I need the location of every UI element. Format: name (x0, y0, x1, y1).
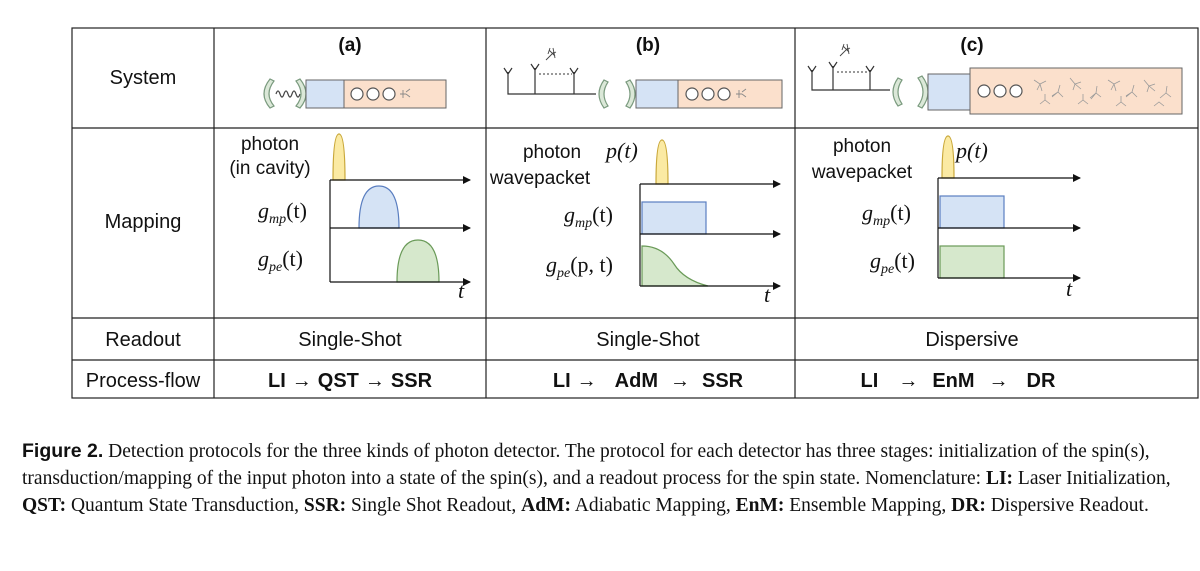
curve-label-in-cavity: (in cavity) (229, 158, 310, 179)
caption-text: Detection protocols for the three kinds … (22, 441, 1150, 489)
mapping-plot-a: photon (in cavity) gmp(t) gpe(t) t (229, 133, 471, 303)
curve-label-photon: photon (833, 136, 891, 157)
process-flow-c: LI → EnM → DR (861, 370, 1056, 392)
system-diagram-a (263, 78, 447, 109)
panel-label-b: (b) (636, 35, 660, 56)
spin-circle (1009, 84, 1023, 98)
gmp-pulse (939, 195, 1005, 229)
time-axis-label: t (458, 278, 465, 303)
time-axis-label: t (764, 282, 771, 307)
spin-circle (382, 87, 396, 101)
caption-term: SSR: (303, 495, 347, 516)
mirror-icon (917, 75, 929, 109)
mirror-icon (892, 77, 903, 107)
curve-label-gmp: gmp(t) (564, 202, 613, 231)
system-diagram-b (503, 47, 783, 109)
caption-term: EnM: (735, 495, 785, 516)
photon-pulse (332, 133, 346, 181)
caption-text: Ensemble Mapping, (784, 495, 952, 516)
curve-label-photon: photon (241, 134, 299, 155)
caption-text: Single Shot Readout, (346, 495, 522, 516)
row-header-system: System (110, 67, 177, 89)
spin-circle (366, 87, 380, 101)
caption-term: QST: (22, 495, 67, 516)
gpe-pulse (396, 239, 440, 283)
system-diagram-c (807, 43, 1183, 115)
antenna-network-icon (503, 63, 596, 95)
caption-text: Adiabatic Mapping, (570, 495, 736, 516)
spin-circle (685, 87, 699, 101)
mirror-icon (625, 79, 636, 109)
curve-label-pt: p(t) (954, 138, 988, 163)
spin-circle (701, 87, 715, 101)
row-header-process-flow: Process-flow (86, 370, 201, 392)
process-flow-b: LI → AdM → SSR (553, 370, 744, 392)
photon-pulse (941, 135, 955, 179)
table-grid (71, 27, 1199, 399)
panel-label-c: (c) (960, 35, 983, 56)
process-flow-a: LI → QST → SSR (268, 370, 433, 392)
photon-pulse (655, 139, 669, 185)
gmp-pulse (358, 185, 400, 229)
antenna-network-icon (807, 61, 890, 91)
cavity-block (635, 79, 679, 109)
curve-label-gmp: gmp(t) (258, 198, 307, 227)
caption-figure-label: Figure 2. (22, 440, 104, 462)
readout-c: Dispersive (925, 329, 1018, 351)
curve-label-gpe: gpe(p, t) (546, 252, 613, 281)
mirror-icon (263, 78, 275, 109)
spin-molecule-icon (736, 88, 747, 98)
mirror-icon (598, 79, 609, 109)
spin-circle (977, 84, 991, 98)
photon-sparkle-icon (545, 47, 557, 61)
spin-molecule-icon (400, 88, 411, 98)
curve-label-gpe: gpe(t) (258, 246, 303, 275)
figure-table: System Mapping Readout Process-flow (a) … (71, 27, 1199, 399)
spin-circle (717, 87, 731, 101)
curve-label-wavepacket: wavepacket (811, 162, 913, 183)
mapping-plot-b: photon wavepacket p(t) gmp(t) gpe(p, t) … (489, 138, 781, 307)
curve-label-gpe: gpe(t) (870, 248, 915, 277)
caption-text: Laser Initialization, (1013, 468, 1171, 489)
gmp-pulse (641, 201, 707, 235)
gpe-pulse (641, 245, 709, 287)
curve-label-gmp: gmp(t) (862, 200, 911, 229)
readout-a: Single-Shot (298, 329, 402, 351)
gpe-pulse (939, 245, 1005, 279)
mirror-icon (295, 78, 307, 109)
caption-term: AdM: (521, 495, 571, 516)
time-axis-label: t (1066, 276, 1073, 301)
mapping-plot-c: photon wavepacket p(t) gmp(t) gpe(t) t (811, 135, 1081, 301)
panel-label-a: (a) (338, 35, 361, 56)
caption-text: Dispersive Readout. (985, 495, 1149, 516)
spin-circle (350, 87, 364, 101)
cavity-block (305, 79, 345, 109)
spin-molecule-cluster (1033, 77, 1172, 107)
row-header-readout: Readout (105, 329, 181, 351)
figure-caption: Figure 2. Detection protocols for the th… (22, 438, 1182, 519)
spin-circle (993, 84, 1007, 98)
curve-label-wavepacket: wavepacket (489, 168, 591, 189)
photon-wave-icon (275, 90, 301, 98)
cavity-block (927, 73, 971, 111)
caption-text: Quantum State Transduction, (66, 495, 304, 516)
row-header-mapping: Mapping (105, 211, 182, 233)
caption-term: LI: (985, 468, 1014, 489)
readout-b: Single-Shot (596, 329, 700, 351)
curve-label-pt: p(t) (604, 138, 638, 163)
photon-sparkle-icon (839, 43, 851, 57)
caption-term: DR: (951, 495, 986, 516)
curve-label-photon: photon (523, 142, 581, 163)
